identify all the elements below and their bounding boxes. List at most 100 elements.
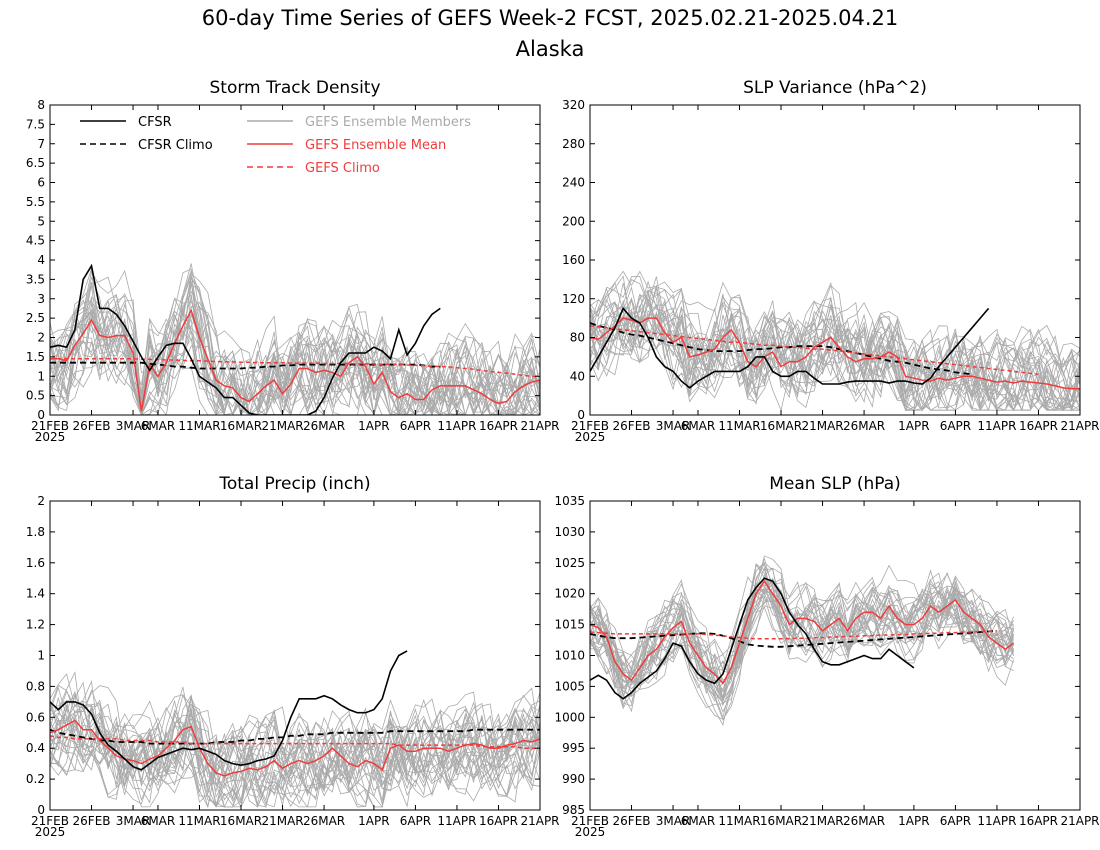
ensemble-member-line (590, 585, 1014, 719)
ensemble-member-line (50, 690, 540, 808)
legend-item-cfsr-climo: CFSR Climo (80, 138, 213, 153)
x-tick-label: 1APR (358, 419, 389, 433)
x-tick-label: 3MAR (656, 814, 691, 828)
y-tick-label: 200 (562, 214, 585, 228)
x-tick-label: 3MAR (656, 419, 691, 433)
ensemble-member-line (50, 281, 540, 415)
ensemble-member-line (590, 557, 1014, 721)
ensemble-member-line (50, 681, 540, 808)
legend-label: GEFS Climo (305, 161, 380, 176)
y-tick-label: 1.6 (26, 556, 45, 570)
plot-area (590, 555, 1015, 727)
ensemble-member-line (590, 563, 1014, 685)
plot-frame (589, 104, 1081, 416)
series-cfsr-line (590, 306, 990, 389)
ensemble-member-line (50, 684, 540, 808)
x-tick-label: 21APR (520, 814, 559, 828)
y-tick-label: 6 (37, 176, 45, 190)
x-tick-label: 16MAR (220, 814, 262, 828)
y-tick-label: 0 (577, 408, 585, 422)
y-tick-label: 0.4 (26, 741, 45, 755)
y-tick-label: 1 (37, 369, 45, 383)
ensemble-member-line (590, 276, 1080, 412)
y-tick-label: 1015 (554, 618, 585, 632)
x-tick-label: 21MAR (261, 814, 303, 828)
ensemble-member-line (590, 576, 1014, 713)
y-tick-label: 1035 (554, 494, 585, 508)
x-tick-label: 21MAR (801, 419, 843, 433)
figure-title: 60-day Time Series of GEFS Week-2 FCST, … (202, 6, 899, 30)
y-tick-label: 80 (570, 331, 585, 345)
x-tick-label: 21FEB (31, 419, 69, 433)
y-tick-label: 4.5 (26, 234, 45, 248)
plot-area (50, 263, 540, 415)
x-tick-label: 1APR (898, 814, 929, 828)
y-tick-label: 0 (37, 408, 45, 422)
ensemble-member-line (50, 701, 540, 808)
x-tick-label: 26MAR (303, 814, 345, 828)
y-tick-label: 1030 (554, 525, 585, 539)
legend-label: GEFS Ensemble Mean (305, 138, 446, 153)
x-tick-label: 21APR (1060, 814, 1099, 828)
ensemble-member-line (50, 705, 540, 808)
x-tick-label: 26FEB (73, 814, 111, 828)
y-tick-label: 1025 (554, 556, 585, 570)
y-tick-label: 1 (37, 649, 45, 663)
ensemble-member-line (590, 294, 1080, 412)
legend-item-gefs-climo: GEFS Climo (247, 161, 380, 176)
ensemble-member-line (50, 696, 540, 797)
panel-title: SLP Variance (hPa^2) (743, 78, 927, 98)
ensemble-member-line (50, 673, 540, 809)
plot-area (50, 650, 540, 809)
x-tick-label: 16APR (479, 814, 518, 828)
x-tick-label: 6MAR (681, 419, 716, 433)
ensemble-member-line (590, 281, 1080, 411)
x-tick-label: 11APR (977, 419, 1016, 433)
ensemble-member-line (590, 555, 1014, 698)
panel-total-precip: Total Precip (inch) 0 0.2 0.4 0.6 0.8 1 1.2 1.4 1… (26, 474, 560, 839)
x-tick-label: 6MAR (141, 814, 176, 828)
x-tick-label: 16APR (479, 419, 518, 433)
x-tick-label: 3MAR (116, 419, 151, 433)
legend-label: CFSR (138, 115, 172, 130)
series-cfsr-line (590, 577, 915, 700)
ensemble-member-line (590, 281, 1080, 411)
ensemble-member-line (50, 693, 540, 809)
x-year-label: 2025 (575, 825, 606, 839)
series-cfsr-climo-line (590, 629, 997, 648)
x-tick-label: 21APR (1060, 419, 1099, 433)
y-tick-label: 8 (37, 98, 45, 112)
y-tick-label: 1000 (554, 710, 585, 724)
y-tick-label: 995 (562, 741, 585, 755)
ensemble-member-line (50, 297, 540, 415)
x-tick-label: 21FEB (31, 814, 69, 828)
y-tick-label: 2 (37, 494, 45, 508)
ensemble-member-line (590, 300, 1080, 410)
x-tick-label: 26MAR (303, 419, 345, 433)
ensemble-member-line (50, 695, 540, 808)
series-gefs-climo-line (590, 325, 1039, 376)
y-tick-label: 1.5 (26, 350, 45, 364)
y-tick-label: 1.8 (26, 525, 45, 539)
x-tick-label: 16MAR (760, 814, 802, 828)
x-tick-label: 26FEB (613, 814, 651, 828)
y-tick-label: 0.2 (26, 772, 45, 786)
x-tick-label: 11APR (977, 814, 1016, 828)
series-gefs-climo-line (50, 735, 540, 749)
x-tick-label: 11MAR (718, 814, 760, 828)
y-tick-label: 990 (562, 772, 585, 786)
series-cfsr-line (50, 650, 408, 771)
x-tick-label: 6APR (940, 814, 971, 828)
panel-storm-track-density: Storm Track Density 0 0.5 1 1.5 2 2.5 3 3.5 4 4.5 5… (26, 78, 560, 444)
y-tick-label: 6.5 (26, 156, 45, 170)
x-year-label: 2025 (575, 430, 606, 444)
panel-mean-slp: Mean SLP (hPa) 985 990 995 1000 1005 1010 1015 1… (554, 474, 1099, 839)
x-tick-label: 6APR (400, 814, 431, 828)
series-gefs-ensemble-mean-line (50, 308, 540, 412)
plot-area (590, 270, 1080, 412)
y-tick-label: 1010 (554, 649, 585, 663)
y-tick-label: 320 (562, 98, 585, 112)
y-tick-label: 1.2 (26, 618, 45, 632)
x-tick-label: 6MAR (141, 419, 176, 433)
